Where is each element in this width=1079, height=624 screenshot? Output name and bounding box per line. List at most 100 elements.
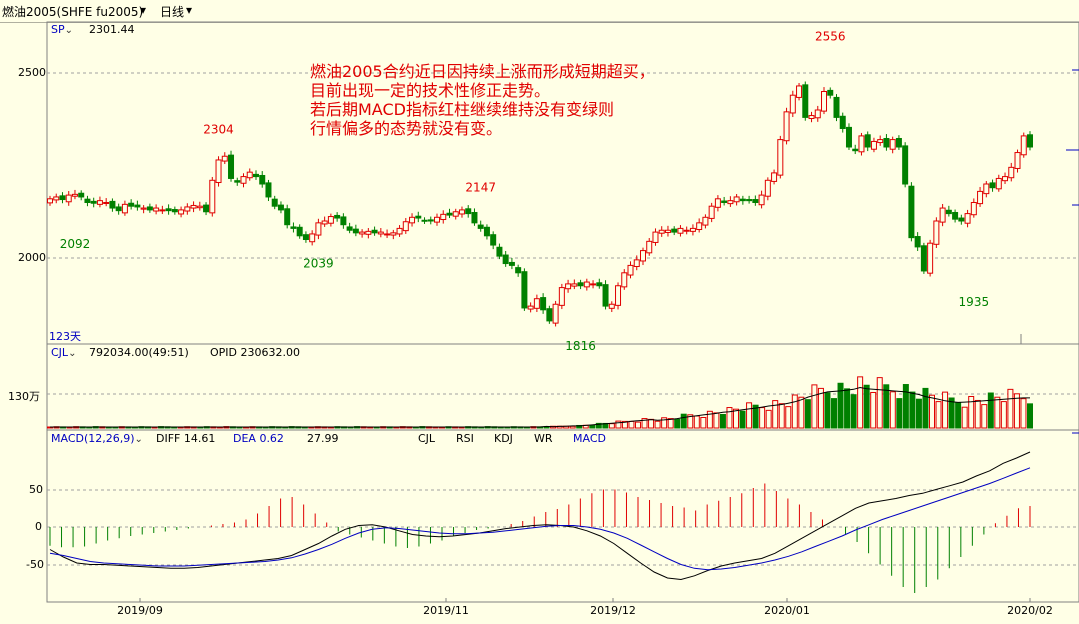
volume-bar	[641, 418, 648, 429]
macd-y-tick-50: 50	[29, 483, 43, 496]
volume-bar	[994, 396, 1001, 429]
analysis-annotation: 燃油2005合约近日因持续上涨而形成短期超买， 目前出现一定的技术性修正走势。 …	[310, 62, 655, 138]
dea-line	[49, 467, 1031, 571]
candle-body	[296, 226, 303, 237]
candle-body	[939, 207, 946, 223]
candle-body	[1027, 134, 1033, 148]
candle-body	[396, 227, 403, 235]
candle-body	[384, 233, 391, 236]
candle-body	[1014, 152, 1021, 169]
volume-bar	[785, 406, 792, 429]
candle-body	[596, 282, 603, 287]
candle-body	[739, 198, 746, 202]
volume-bar	[915, 398, 922, 429]
volume-bar	[739, 410, 746, 429]
candle-body	[240, 176, 247, 184]
candle-body	[565, 283, 572, 290]
candle-body	[633, 259, 640, 268]
candle-body	[477, 224, 484, 229]
volume-bar	[706, 410, 713, 429]
volume-bar	[870, 391, 877, 429]
candle-body	[983, 183, 990, 195]
candle-body	[727, 200, 734, 205]
volume-bar	[974, 399, 981, 429]
candle-body	[639, 250, 646, 262]
candle-body	[53, 196, 60, 201]
candle-body	[602, 284, 609, 307]
tab-rsi[interactable]: RSI	[456, 432, 474, 445]
candle-body	[84, 198, 91, 203]
volume-bar	[635, 421, 641, 429]
volume-bar	[759, 407, 766, 429]
volume-bar	[922, 387, 929, 429]
candle-body	[945, 209, 952, 215]
candle-body	[159, 209, 166, 212]
candle-body	[527, 305, 534, 310]
tab-cjl[interactable]: CJL	[418, 432, 436, 445]
candle-body	[827, 89, 834, 96]
y-tick-2500: 2500	[18, 66, 46, 79]
candle-body	[839, 115, 846, 130]
candle-body	[508, 261, 515, 266]
volume-bar	[772, 400, 779, 429]
x-tick-label: 2019/12	[590, 604, 636, 617]
macd-y-tick-neg50: -50	[26, 558, 44, 571]
candle-body	[664, 229, 671, 233]
candle-body	[59, 195, 66, 201]
candle-body	[677, 227, 684, 234]
candle-body	[415, 215, 422, 219]
symbol-title: 燃油2005(SHFE fu2005)	[2, 5, 144, 19]
volume-bar	[713, 412, 720, 429]
volume-bar	[733, 408, 739, 429]
annotation-line: 若后期MACD指标红柱继续维持没有变绿则	[310, 100, 614, 119]
candle-body	[908, 185, 915, 239]
volume-bar	[902, 384, 909, 429]
price-extreme-label: 1816	[565, 339, 596, 353]
macd-histogram	[49, 483, 1031, 593]
candle-body	[321, 220, 328, 225]
series-label[interactable]: SP⌄	[51, 23, 74, 36]
candle-body	[271, 198, 278, 207]
tab-kdj[interactable]: KDJ	[494, 432, 513, 445]
candle-body	[1002, 176, 1009, 182]
candle-body	[708, 205, 715, 219]
period-selector[interactable]: 日线	[160, 5, 185, 19]
volume-bar	[955, 402, 962, 429]
tab-macd[interactable]: MACD	[573, 432, 606, 445]
volume-bar	[909, 391, 916, 429]
candle-body	[78, 192, 85, 198]
volume-bar	[752, 404, 759, 429]
candle-body	[958, 217, 965, 222]
candle-body	[571, 283, 578, 287]
macd-label[interactable]: MACD(12,26,9)⌄	[51, 432, 143, 445]
candle-body	[402, 221, 409, 232]
candle-body	[390, 232, 397, 236]
symbol-dropdown-icon[interactable]: ▾	[140, 3, 147, 17]
candle-body	[446, 212, 453, 216]
candle-body	[689, 227, 696, 232]
high-low-labels: 2092 2304 2039 2147 1816 2556 1935	[60, 29, 989, 353]
candle-body	[290, 226, 297, 229]
macd-y-tick-0: 0	[35, 520, 42, 533]
candle-body	[977, 190, 984, 205]
tab-wr[interactable]: WR	[534, 432, 553, 445]
volume-bar	[700, 417, 707, 429]
last-price: 2301.44	[89, 23, 135, 36]
volume-bars	[47, 376, 1033, 429]
candle-body	[627, 264, 634, 276]
candle-body	[265, 182, 272, 198]
volume-label[interactable]: CJL⌄	[51, 346, 77, 359]
candle-body	[652, 231, 659, 243]
period-dropdown-icon[interactable]: ▾	[186, 3, 193, 17]
volume-bar	[680, 413, 687, 429]
candle-body	[146, 206, 153, 211]
candle-body	[90, 200, 97, 204]
y-tick-2000: 2000	[18, 251, 46, 264]
candle-body	[590, 283, 597, 286]
candle-body	[134, 204, 141, 208]
volume-bar	[569, 425, 576, 429]
volume-bar	[1027, 403, 1033, 429]
candle-body	[277, 204, 284, 211]
candle-body	[927, 242, 934, 274]
